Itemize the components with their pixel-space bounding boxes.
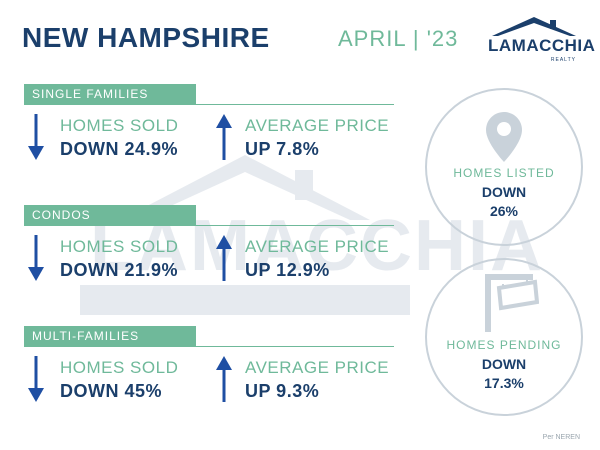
- homes-pending-value: 17.3%: [484, 375, 524, 391]
- average-price-label: AVERAGE PRICE: [245, 358, 390, 377]
- logo-wordmark: LAMACCHIA: [488, 36, 596, 55]
- average-price-value: UP 12.9%: [245, 260, 330, 280]
- homes-listed-label: HOMES LISTED: [453, 166, 555, 180]
- section-label-single-families: SINGLE FAMILIES: [24, 84, 196, 104]
- section-divider: [24, 346, 394, 347]
- homes-sold-value: DOWN 45%: [60, 381, 163, 401]
- section-label-multi-families: MULTI-FAMILIES: [24, 326, 196, 346]
- arrow-down-icon: [28, 235, 44, 281]
- section-label-condos: CONDOS: [24, 205, 196, 225]
- logo-subtitle: REALTY: [550, 57, 576, 63]
- map-pin-icon: [486, 112, 522, 162]
- for-sale-sign-icon: [485, 274, 539, 332]
- logo-roof-icon: [492, 17, 576, 36]
- average-price-value: UP 7.8%: [245, 139, 320, 159]
- watermark-bar: [80, 285, 410, 315]
- homes-pending-label: HOMES PENDING: [446, 338, 562, 352]
- homes-sold-label: HOMES SOLD: [60, 358, 179, 377]
- average-price-value: UP 9.3%: [245, 381, 320, 401]
- homes-sold-value: DOWN 24.9%: [60, 139, 179, 159]
- arrow-up-icon: [216, 356, 232, 402]
- arrow-down-icon: [28, 114, 44, 160]
- homes-listed-value: 26%: [489, 203, 519, 219]
- lamacchia-logo: LAMACCHIA REALTY: [488, 14, 596, 64]
- homes-listed-circle: HOMES LISTED DOWN 26%: [425, 88, 583, 246]
- homes-pending-direction: DOWN: [481, 356, 527, 372]
- report-month: APRIL | '23: [338, 26, 459, 51]
- average-price-label: AVERAGE PRICE: [245, 116, 390, 135]
- average-price-label: AVERAGE PRICE: [245, 237, 390, 256]
- arrow-up-icon: [216, 235, 232, 281]
- homes-sold-label: HOMES SOLD: [60, 116, 179, 135]
- homes-sold-value: DOWN 21.9%: [60, 260, 179, 280]
- section-divider: [24, 225, 394, 226]
- source-note: Per NEREN: [542, 434, 580, 441]
- arrow-down-icon: [28, 356, 44, 402]
- arrow-up-icon: [216, 114, 232, 160]
- homes-listed-direction: DOWN: [481, 184, 527, 200]
- homes-sold-label: HOMES SOLD: [60, 237, 179, 256]
- homes-pending-circle: HOMES PENDING DOWN 17.3%: [425, 258, 583, 416]
- section-divider: [24, 104, 394, 105]
- page-title: NEW HAMPSHIRE: [22, 22, 270, 53]
